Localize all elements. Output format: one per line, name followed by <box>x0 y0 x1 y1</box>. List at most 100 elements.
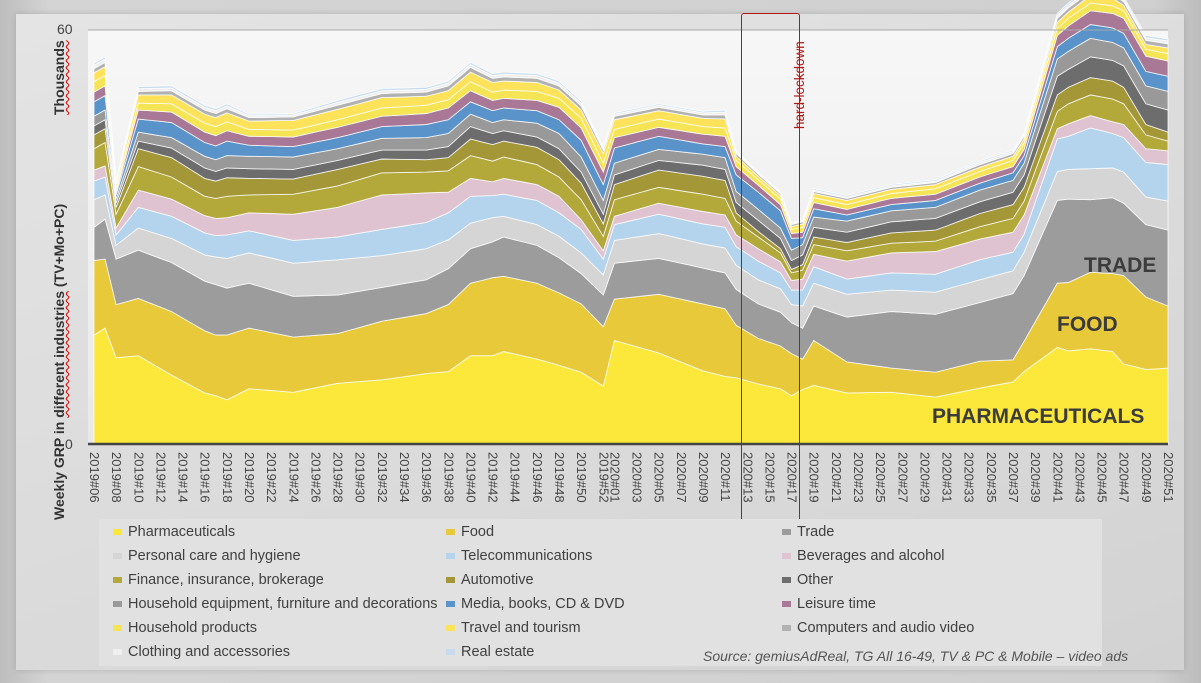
legend-swatch <box>446 649 455 655</box>
legend-label: Travel and tourism <box>461 620 581 636</box>
x-tick-label: 2020#51 <box>1161 452 1176 503</box>
x-tick-label: 2020#43 <box>1072 452 1087 503</box>
x-tick-label: 2020#01 <box>607 452 622 503</box>
legend-item: Telecommunications <box>446 548 592 564</box>
x-tick-label: 2019#34 <box>397 452 412 503</box>
y-title-part1: Weekly GRP in <box>51 417 67 520</box>
y-tick-60: 60 <box>57 21 73 37</box>
legend-item: Pharmaceuticals <box>113 524 235 540</box>
x-tick-label: 2019#14 <box>176 452 191 503</box>
legend-label: Computers and audio video <box>797 620 975 636</box>
legend-item: Household products <box>113 620 257 636</box>
legend-swatch <box>446 625 455 631</box>
x-tick-label: 2019#40 <box>463 452 478 503</box>
x-tick-label: 2020#45 <box>1095 452 1110 503</box>
legend-label: Personal care and hygiene <box>128 548 301 564</box>
legend-item: Personal care and hygiene <box>113 548 301 564</box>
y-unit-label: Thousands <box>51 40 67 115</box>
legend-item: Household equipment, furniture and decor… <box>113 596 438 612</box>
x-tick-label: 2019#18 <box>220 452 235 503</box>
x-tick-label: 2020#41 <box>1050 452 1065 503</box>
legend-item: Clothing and accessories <box>113 644 290 660</box>
x-tick-label: 2019#28 <box>331 452 346 503</box>
x-tick-label: 2020#49 <box>1139 452 1154 503</box>
x-tick-label: 2020#33 <box>962 452 977 503</box>
x-tick-label: 2019#48 <box>552 452 567 503</box>
legend-swatch <box>113 577 122 583</box>
y-title-part3: (TV+Mo+PC) <box>51 203 67 291</box>
legend-label: Household products <box>128 620 257 636</box>
x-tick-label: 2019#38 <box>441 452 456 503</box>
legend-label: Clothing and accessories <box>128 644 291 660</box>
x-tick-label: 2019#46 <box>530 452 545 503</box>
y-unit-text: Thousands <box>51 40 67 115</box>
legend-label: Household equipment, furniture and decor… <box>128 596 438 612</box>
legend-swatch <box>446 529 455 535</box>
x-tick-label: 2020#07 <box>674 452 689 503</box>
x-tick-label: 2020#13 <box>740 452 755 503</box>
legend-label: Beverages and alcohol <box>797 548 945 564</box>
legend-label: Food <box>461 524 495 540</box>
x-tick-label: 2020#19 <box>807 452 822 503</box>
x-tick-label: 2019#42 <box>486 452 501 503</box>
legend-swatch <box>782 553 791 559</box>
x-tick-label: 2019#24 <box>286 452 301 503</box>
legend-swatch <box>782 601 791 607</box>
x-tick-label: 2020#15 <box>762 452 777 503</box>
x-tick-label: 2020#03 <box>630 452 645 503</box>
x-tick-label: 2020#27 <box>895 452 910 503</box>
legend-swatch <box>113 649 122 655</box>
x-tick-label: 2020#25 <box>873 452 888 503</box>
x-tick-label: 2020#31 <box>940 452 955 503</box>
legend-swatch <box>113 529 122 535</box>
legend-item: Automotive <box>446 572 534 588</box>
legend-item: Other <box>782 572 833 588</box>
legend-item: Leisure time <box>782 596 876 612</box>
annotation-food: FOOD <box>1057 313 1118 336</box>
legend-swatch <box>113 625 122 631</box>
x-tick-label: 2019#36 <box>419 452 434 503</box>
x-tick-label: 2020#17 <box>785 452 800 503</box>
x-tick-label: 2020#05 <box>652 452 667 503</box>
legend-item: Beverages and alcohol <box>782 548 945 564</box>
legend-item: Trade <box>782 524 834 540</box>
x-tick-label: 2020#11 <box>718 452 733 502</box>
legend-swatch <box>446 601 455 607</box>
area-real-estate <box>93 0 1169 224</box>
legend-item: Computers and audio video <box>782 620 974 636</box>
legend-label: Media, books, CD & DVD <box>461 596 625 612</box>
x-tick-label: 2019#26 <box>308 452 323 503</box>
legend-item: Food <box>446 524 494 540</box>
x-tick-label: 2019#32 <box>375 452 390 503</box>
x-tick-label: 2019#50 <box>574 452 589 503</box>
legend-swatch <box>446 577 455 583</box>
legend-label: Finance, insurance, brokerage <box>128 572 324 588</box>
legend-item: Finance, insurance, brokerage <box>113 572 324 588</box>
x-tick-label: 2020#35 <box>984 452 999 503</box>
legend-swatch <box>782 577 791 583</box>
x-tick-label: 2019#30 <box>353 452 368 503</box>
legend-item: Media, books, CD & DVD <box>446 596 625 612</box>
x-tick-label: 2019#20 <box>242 452 257 503</box>
x-tick-label: 2020#37 <box>1006 452 1021 503</box>
x-tick-label: 2019#10 <box>131 452 146 503</box>
area-layers <box>93 0 1169 445</box>
x-tick-label: 2020#39 <box>1028 452 1043 503</box>
x-tick-label: 2019#16 <box>198 452 213 503</box>
legend-swatch <box>782 625 791 631</box>
x-tick-label: 2020#47 <box>1117 452 1132 503</box>
legend-label: Pharmaceuticals <box>128 524 236 540</box>
legend-swatch <box>113 553 122 559</box>
legend-label: Other <box>797 572 834 588</box>
annotation-trade: TRADE <box>1084 254 1157 277</box>
x-tick-label: 2020#21 <box>829 452 844 503</box>
x-tick-label: 2020#29 <box>917 452 932 503</box>
legend-swatch <box>782 529 791 535</box>
x-tick-label: 2020#09 <box>696 452 711 503</box>
annotation-pharmaceuticals: PHARMACEUTICALS <box>932 405 1145 428</box>
y-axis-title: Weekly GRP in different industries (TV+M… <box>51 204 67 520</box>
legend-label: Real estate <box>461 644 535 660</box>
source-note: Source: gemiusAdReal, TG All 16-49, TV &… <box>703 648 1128 664</box>
legend-label: Telecommunications <box>461 548 593 564</box>
